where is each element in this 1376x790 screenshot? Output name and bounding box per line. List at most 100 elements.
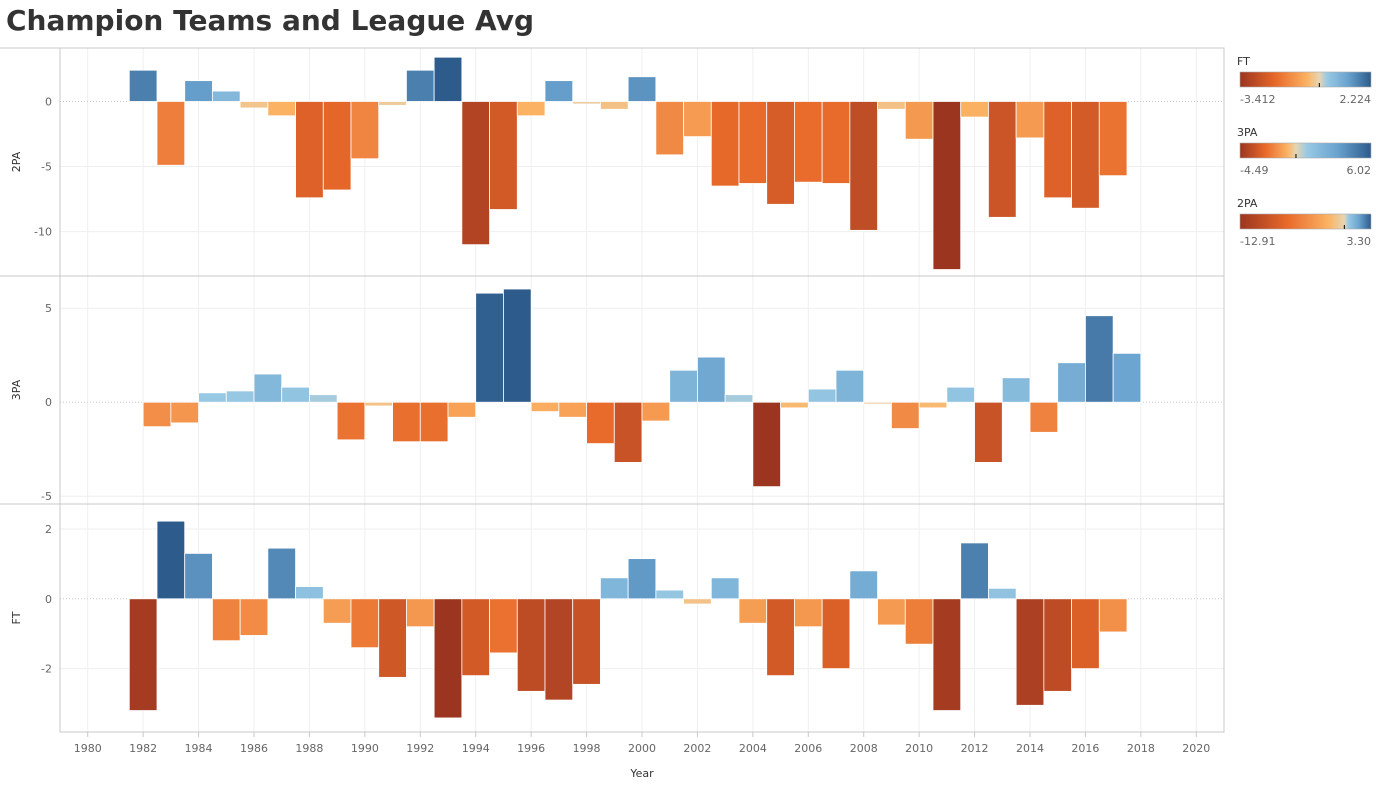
bar-3PA-2003 bbox=[724, 394, 754, 403]
legend-max-label: 2.224 bbox=[1340, 93, 1372, 106]
x-axis-title: Year bbox=[629, 767, 654, 780]
bar-3PA-2008 bbox=[863, 401, 892, 405]
bar-FT-2015 bbox=[1043, 598, 1072, 692]
bar-3PA-1998 bbox=[586, 401, 615, 444]
bar-FT-2004 bbox=[738, 598, 768, 624]
bar-3PA-1986 bbox=[253, 373, 283, 403]
legend-FT: FT -3.412 2.224 bbox=[1237, 55, 1372, 106]
bar-FT-2011 bbox=[932, 598, 962, 711]
bar-FT-1992 bbox=[406, 598, 435, 628]
x-tick-label: 2004 bbox=[739, 742, 767, 755]
bar-2PA-2013 bbox=[988, 101, 1017, 218]
legend-max-label: 3.30 bbox=[1347, 235, 1372, 248]
x-tick-label: 2008 bbox=[850, 742, 878, 755]
bar-3PA-1994 bbox=[475, 292, 504, 403]
y-tick-label: -5 bbox=[41, 161, 52, 174]
y-tick-label: 5 bbox=[45, 302, 52, 315]
bar-2PA-2002 bbox=[683, 101, 712, 138]
bar-3PA-1985 bbox=[225, 390, 255, 403]
bar-2PA-1995 bbox=[489, 101, 518, 210]
bar-FT-1988 bbox=[295, 586, 324, 600]
bar-3PA-2009 bbox=[891, 401, 920, 429]
bar-3PA-1996 bbox=[530, 401, 560, 413]
bar-3PA-2010 bbox=[918, 401, 948, 409]
legend-gradient bbox=[1239, 213, 1372, 230]
bar-FT-2009 bbox=[877, 598, 906, 626]
legend-title: FT bbox=[1237, 55, 1250, 68]
panel-2PA: 0 -5 -10 2PA bbox=[10, 56, 1224, 270]
bar-FT-1989 bbox=[322, 598, 352, 624]
legend-2PA: 2PA -12.91 3.30 bbox=[1237, 197, 1372, 248]
bar-2PA-2014 bbox=[1015, 101, 1045, 139]
bar-3PA-1983 bbox=[170, 401, 199, 424]
bar-FT-2016 bbox=[1071, 598, 1100, 670]
bar-2PA-2005 bbox=[766, 101, 795, 205]
bar-3PA-1997 bbox=[558, 401, 587, 418]
bar-2PA-1999 bbox=[600, 101, 629, 110]
bar-2PA-2016 bbox=[1071, 101, 1100, 209]
bar-FT-1983 bbox=[156, 520, 186, 600]
bar-2PA-1991 bbox=[378, 101, 407, 106]
y-tick-label: 0 bbox=[45, 593, 52, 606]
bar-FT-2003 bbox=[710, 577, 740, 600]
bar-FT-1998 bbox=[572, 598, 601, 685]
bar-3PA-2013 bbox=[1001, 377, 1031, 403]
bar-2PA-1998 bbox=[572, 101, 601, 105]
y-tick-label: 0 bbox=[45, 396, 52, 409]
x-tick-label: 1986 bbox=[240, 742, 268, 755]
bar-3PA-1984 bbox=[198, 392, 227, 403]
bar-3PA-2012 bbox=[974, 401, 1003, 463]
bar-3PA-2007 bbox=[835, 369, 865, 403]
bar-2PA-2009 bbox=[877, 101, 906, 110]
bar-FT-2006 bbox=[794, 598, 823, 628]
bar-FT-1995 bbox=[489, 598, 518, 654]
bar-2PA-1987 bbox=[267, 101, 296, 117]
bar-FT-2013 bbox=[988, 587, 1017, 600]
bar-FT-1991 bbox=[378, 598, 407, 678]
bar-3PA-2017 bbox=[1112, 352, 1142, 403]
x-tick-label: 2020 bbox=[1182, 742, 1210, 755]
bar-2PA-2010 bbox=[904, 101, 934, 140]
bar-2PA-2003 bbox=[710, 101, 740, 187]
legend-max-label: 6.02 bbox=[1347, 164, 1372, 177]
bar-2PA-2000 bbox=[627, 76, 657, 102]
bar-2PA-2012 bbox=[960, 101, 989, 118]
bar-FT-1990 bbox=[350, 598, 380, 649]
bar-FT-1986 bbox=[239, 598, 269, 636]
bar-FT-2012 bbox=[960, 542, 989, 600]
bar-2PA-2017 bbox=[1098, 101, 1128, 177]
x-tick-label: 1994 bbox=[462, 742, 490, 755]
bar-FT-2000 bbox=[627, 558, 657, 600]
x-tick-label: 2012 bbox=[961, 742, 989, 755]
bar-FT-2005 bbox=[766, 598, 795, 677]
bar-2PA-1997 bbox=[544, 80, 574, 102]
bar-3PA-1988 bbox=[309, 394, 338, 403]
bar-FT-2017 bbox=[1098, 598, 1128, 633]
bar-3PA-2005 bbox=[780, 401, 809, 409]
x-tick-label: 2014 bbox=[1016, 742, 1044, 755]
legend-min-label: -3.412 bbox=[1240, 93, 1275, 106]
bar-3PA-2002 bbox=[697, 356, 726, 403]
bar-2PA-1982 bbox=[128, 69, 158, 102]
bar-3PA-2011 bbox=[946, 386, 975, 403]
bar-FT-1994 bbox=[461, 598, 490, 677]
bar-2PA-1993 bbox=[433, 56, 463, 102]
x-tick-label: 2006 bbox=[794, 742, 822, 755]
bar-2PA-1985 bbox=[212, 90, 241, 102]
x-tick-label: 1996 bbox=[517, 742, 545, 755]
bar-FT-1985 bbox=[212, 598, 241, 642]
x-tick-label: 1982 bbox=[129, 742, 157, 755]
bar-2PA-1988 bbox=[295, 101, 324, 199]
y-tick-label: -5 bbox=[41, 490, 52, 503]
y-tick-label: 0 bbox=[45, 95, 52, 108]
bar-3PA-1990 bbox=[364, 401, 393, 407]
y-tick-label: -2 bbox=[41, 663, 52, 676]
bar-3PA-2006 bbox=[807, 388, 837, 403]
y-axis-title: FT bbox=[10, 611, 23, 624]
bar-2PA-2006 bbox=[794, 101, 823, 183]
x-tick-label: 1998 bbox=[573, 742, 601, 755]
bar-2PA-1990 bbox=[350, 101, 380, 160]
x-tick-label: 1980 bbox=[74, 742, 102, 755]
y-axis-title: 2PA bbox=[10, 151, 23, 172]
bar-FT-1999 bbox=[600, 577, 629, 600]
